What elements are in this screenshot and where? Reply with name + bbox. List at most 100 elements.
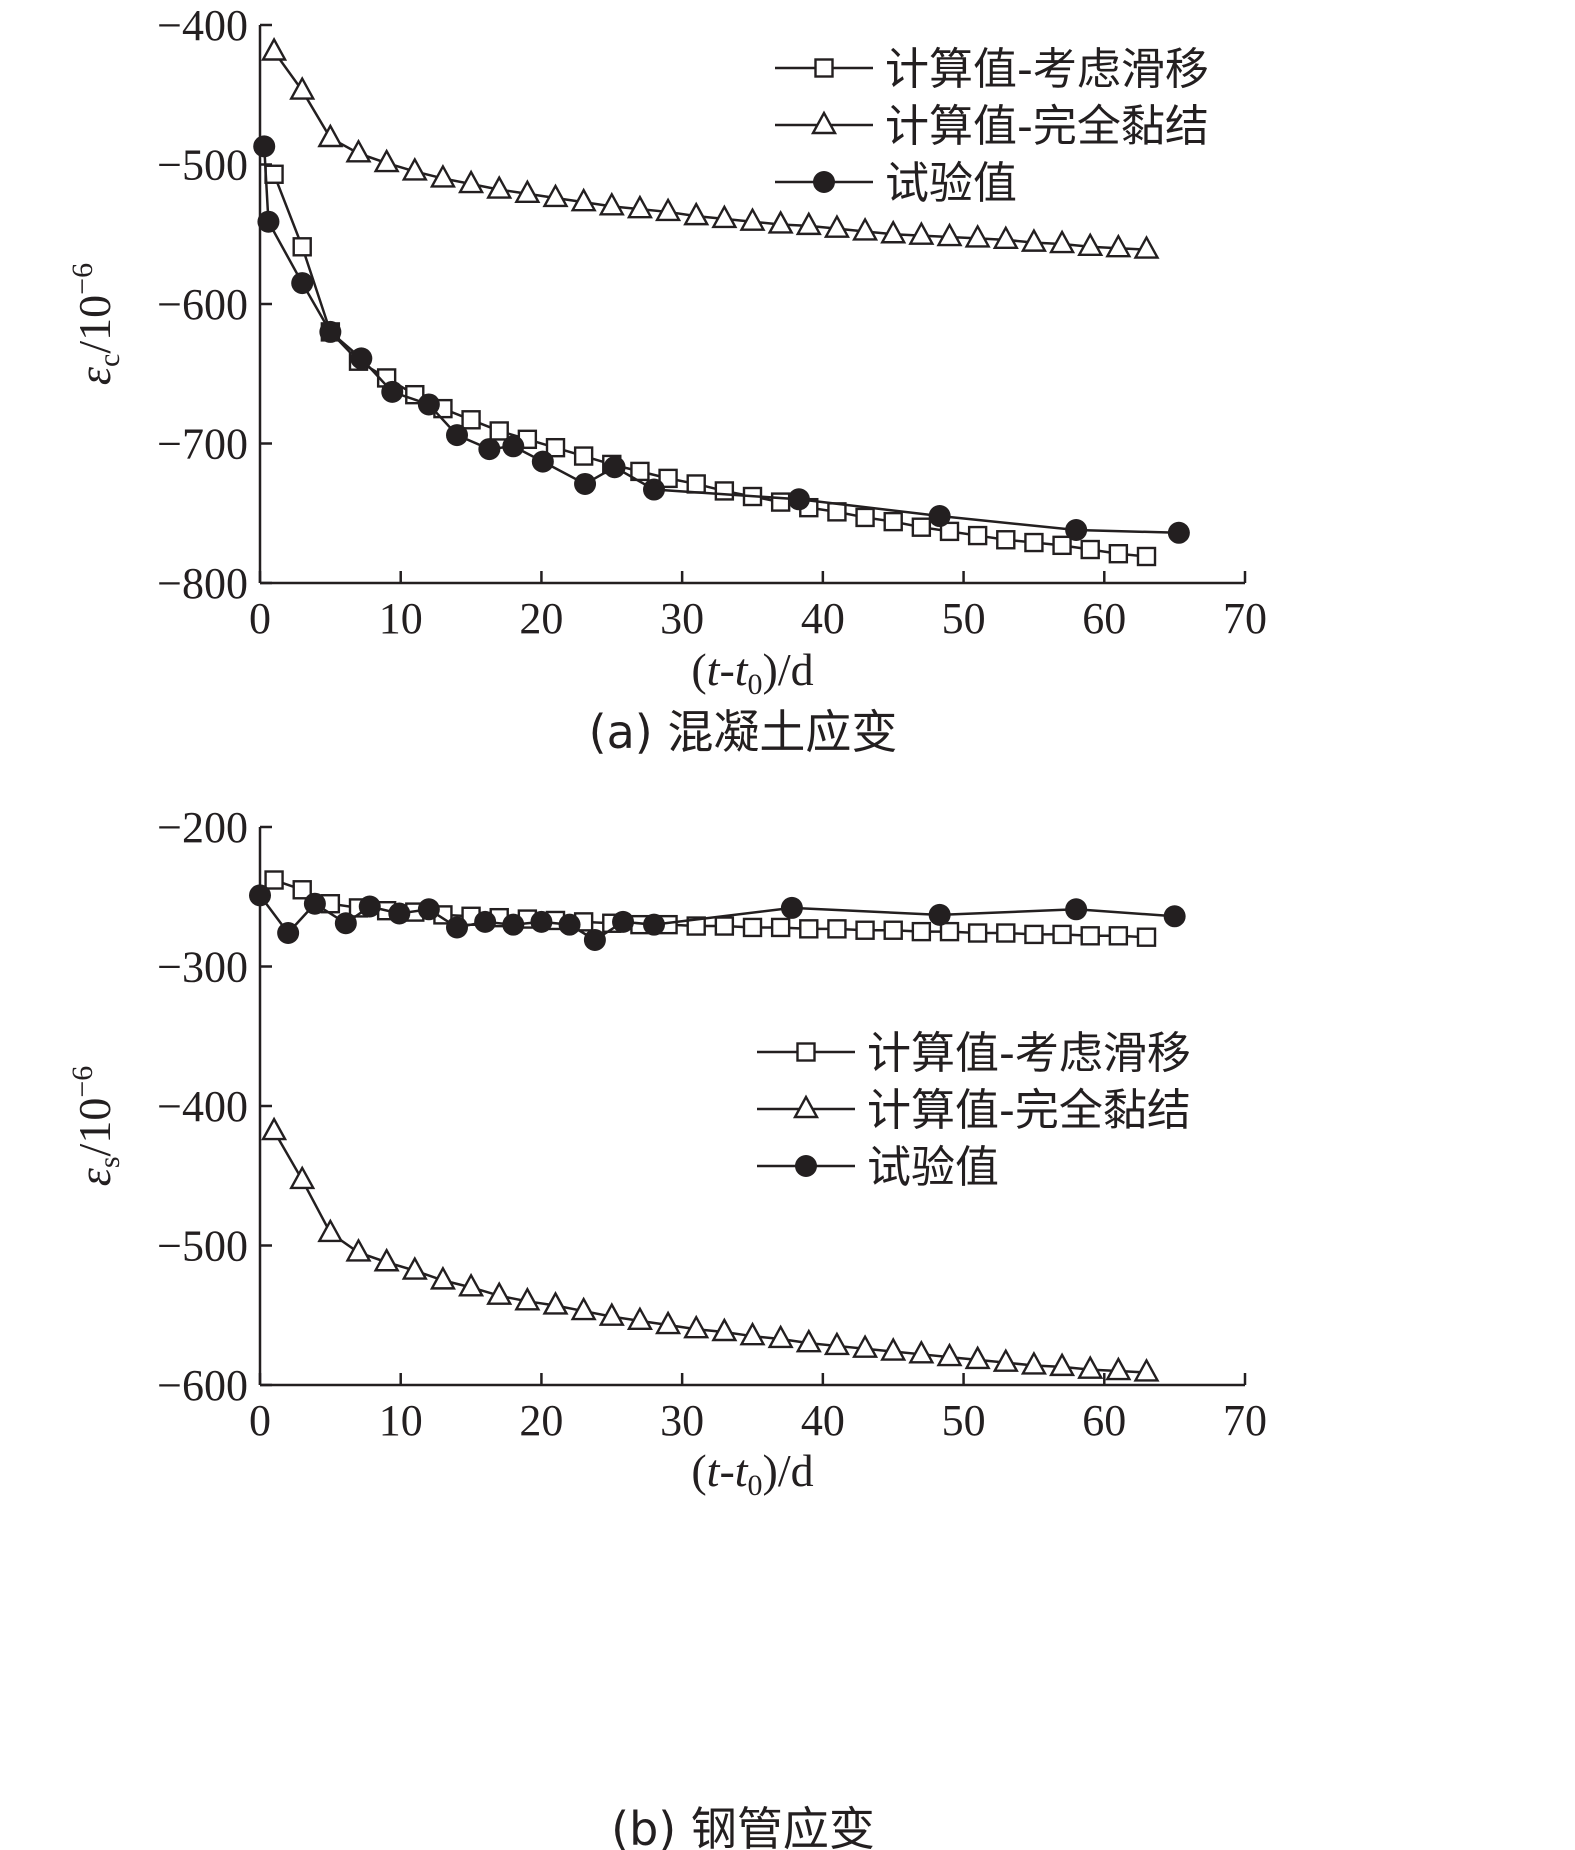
data-point-circle bbox=[474, 910, 497, 933]
data-point-square bbox=[292, 880, 312, 900]
data-point-square bbox=[1024, 532, 1044, 553]
data-point-circle bbox=[928, 903, 951, 926]
data-point-triangle bbox=[514, 1286, 541, 1311]
data-point-square bbox=[630, 461, 650, 482]
data-point-square bbox=[1108, 544, 1129, 564]
data-point-triangle bbox=[964, 223, 991, 248]
data-point-triangle bbox=[880, 1337, 907, 1361]
data-point-circle bbox=[558, 913, 581, 936]
legend-label: 计算值-考虑滑移 bbox=[885, 44, 1209, 95]
x-tick-label: 20 bbox=[519, 1396, 563, 1445]
data-point-triangle bbox=[401, 156, 428, 181]
data-point-triangle bbox=[514, 179, 541, 203]
data-point-triangle bbox=[711, 1317, 738, 1342]
legend-label: 计算值-完全黏结 bbox=[885, 101, 1209, 152]
x-tick-label: 30 bbox=[660, 1396, 704, 1445]
data-point-square bbox=[799, 919, 819, 939]
y-tick-label: −600 bbox=[157, 1361, 248, 1410]
data-point-triangle bbox=[852, 1334, 879, 1358]
x-axis-label: (t-t0)/d bbox=[691, 1445, 813, 1502]
data-point-circle bbox=[478, 438, 501, 461]
data-point-circle bbox=[319, 320, 342, 343]
data-point-triangle bbox=[598, 1302, 625, 1326]
data-point-square bbox=[1136, 927, 1157, 947]
data-point-circle bbox=[603, 456, 626, 479]
x-tick-label: 20 bbox=[519, 594, 563, 643]
x-tick-label: 40 bbox=[801, 594, 845, 643]
x-tick-label: 60 bbox=[1082, 1396, 1126, 1445]
y-tick-label: −500 bbox=[157, 141, 248, 190]
data-point-triangle bbox=[964, 1345, 991, 1370]
data-point-square bbox=[1080, 926, 1100, 946]
x-tick-label: 0 bbox=[249, 1396, 271, 1445]
data-point-square bbox=[1024, 924, 1044, 945]
data-point-square bbox=[264, 164, 284, 184]
x-axis-label: (t-t0)/d bbox=[691, 644, 813, 701]
y-axis-label: εc/10−6 bbox=[66, 263, 126, 385]
data-point-circle bbox=[253, 135, 276, 158]
data-point-triangle bbox=[317, 123, 344, 148]
data-point-triangle bbox=[739, 207, 766, 231]
series-line bbox=[272, 173, 1147, 558]
data-point-square bbox=[545, 437, 566, 458]
data-point-square bbox=[489, 421, 509, 441]
data-point-triangle bbox=[1020, 1350, 1047, 1375]
panel-caption: (b) 钢管应变 bbox=[611, 1802, 875, 1850]
data-point-triangle bbox=[486, 1281, 513, 1305]
legend-marker-triangle bbox=[810, 110, 838, 135]
data-point-circle bbox=[1065, 898, 1088, 921]
data-point-circle bbox=[530, 910, 553, 933]
data-point-triangle bbox=[1020, 228, 1047, 252]
data-point-triangle bbox=[261, 1116, 288, 1141]
data-point-square bbox=[1052, 535, 1072, 556]
data-point-square bbox=[996, 530, 1016, 550]
data-point-triangle bbox=[823, 214, 850, 238]
data-point-circle bbox=[502, 913, 525, 936]
data-point-circle bbox=[446, 916, 468, 939]
data-point-square bbox=[461, 410, 481, 430]
data-point-triangle bbox=[486, 175, 513, 199]
data-point-square bbox=[911, 517, 932, 537]
data-point-square bbox=[883, 511, 903, 532]
legend-marker-square bbox=[796, 1042, 816, 1062]
data-point-triangle bbox=[880, 219, 907, 244]
data-point-triangle bbox=[1133, 1357, 1160, 1382]
data-point-circle bbox=[257, 210, 280, 233]
data-point-circle bbox=[502, 435, 525, 458]
legend-label: 计算值-完全黏结 bbox=[867, 1085, 1191, 1136]
data-point-triangle bbox=[401, 1256, 428, 1280]
data-point-triangle bbox=[345, 138, 372, 163]
data-point-triangle bbox=[852, 216, 879, 241]
data-point-triangle bbox=[936, 1342, 963, 1367]
data-point-triangle bbox=[373, 148, 400, 173]
x-tick-label: 40 bbox=[801, 1396, 845, 1445]
data-point-square bbox=[967, 525, 988, 546]
data-point-circle bbox=[417, 393, 440, 416]
data-point-square bbox=[714, 481, 735, 501]
panel-caption: (a) 混凝土应变 bbox=[589, 705, 898, 759]
series-line bbox=[272, 1130, 1147, 1374]
series-circle bbox=[249, 884, 1186, 951]
legend-marker-square bbox=[814, 58, 834, 78]
data-point-triangle bbox=[429, 163, 456, 188]
data-point-triangle bbox=[683, 201, 710, 226]
data-point-square bbox=[770, 917, 791, 938]
data-point-square bbox=[292, 237, 312, 257]
x-tick-label: 10 bbox=[379, 594, 423, 643]
legend-marker-circle bbox=[813, 171, 835, 193]
series-triangle bbox=[261, 37, 1160, 259]
data-point-triangle bbox=[429, 1265, 456, 1290]
data-point-triangle bbox=[289, 76, 316, 100]
data-point-triangle bbox=[739, 1321, 766, 1346]
data-point-square bbox=[939, 521, 960, 542]
data-point-triangle bbox=[1105, 233, 1132, 258]
x-tick-label: 50 bbox=[942, 594, 986, 643]
data-point-circle bbox=[780, 896, 803, 919]
data-point-triangle bbox=[908, 1339, 935, 1364]
data-point-triangle bbox=[458, 1272, 485, 1297]
data-point-triangle bbox=[795, 211, 822, 236]
legend-label: 试验值 bbox=[885, 158, 1017, 209]
data-point-circle bbox=[928, 505, 951, 528]
